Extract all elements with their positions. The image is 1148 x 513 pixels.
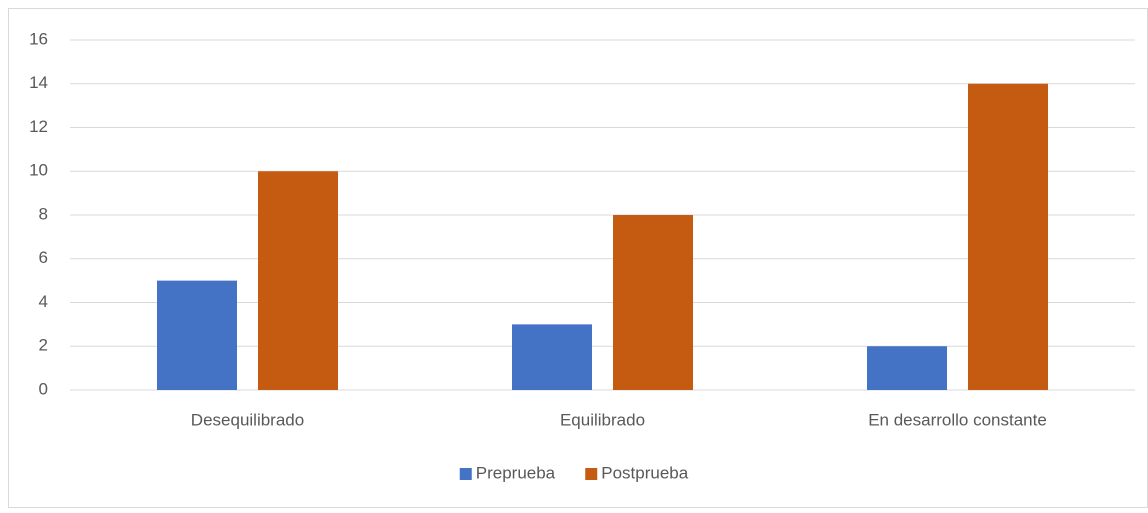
y-tick-label: 6 xyxy=(39,248,48,267)
y-tick-label: 14 xyxy=(29,73,48,92)
legend-swatch xyxy=(585,468,598,480)
legend-swatch xyxy=(459,468,472,480)
legend-label: Postprueba xyxy=(601,463,688,482)
x-tick-label: Desequilibrado xyxy=(191,410,304,429)
y-tick-label: 12 xyxy=(29,117,48,136)
legend-label: Preprueba xyxy=(476,463,556,482)
x-tick-label: Equilibrado xyxy=(560,410,645,429)
bar xyxy=(867,346,947,390)
bar xyxy=(613,215,693,390)
y-tick-label: 0 xyxy=(39,379,48,398)
y-tick-label: 4 xyxy=(39,292,48,311)
bar xyxy=(157,280,237,390)
x-tick-label: En desarrollo constante xyxy=(868,410,1047,429)
chart-border xyxy=(8,8,1148,508)
bar xyxy=(512,324,592,390)
y-tick-label: 8 xyxy=(39,204,48,223)
bar xyxy=(258,171,338,390)
y-tick-label: 10 xyxy=(29,161,48,180)
bar xyxy=(968,83,1048,390)
y-tick-label: 2 xyxy=(39,336,48,355)
y-tick-label: 16 xyxy=(29,29,48,48)
